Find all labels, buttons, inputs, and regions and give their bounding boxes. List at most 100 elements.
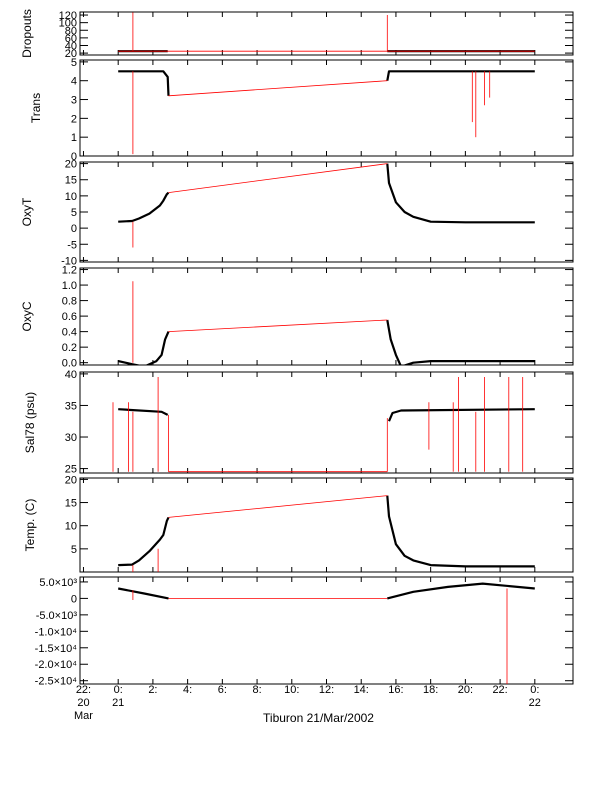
y-tick-label: 30 (65, 432, 77, 444)
x-tick-label: 22: (76, 684, 91, 696)
series-data (386, 495, 535, 568)
y-tick-label: 5 (71, 207, 77, 219)
y-tick-label: -1.0×10⁴ (35, 626, 78, 638)
x-tick-label: 2: (148, 684, 157, 696)
y-tick-label: 3 (71, 95, 77, 107)
panel-frame (79, 371, 574, 474)
series-data (387, 582, 535, 600)
x-tick-label: 10: (284, 684, 299, 696)
y-tick-label: 4 (71, 76, 77, 88)
series-group (118, 12, 535, 53)
x-tick-label: 21 (112, 697, 124, 709)
y-axis-title: Sal78 (psu) (23, 392, 37, 453)
y-tick-label: -10 (61, 255, 77, 267)
y-axis-title: Dropouts (20, 9, 34, 58)
panel-4: 25 30 35 40 Sal78 (psu) (23, 369, 574, 476)
panel-frame (79, 59, 574, 157)
panel-5: 5 10 15 20 Temp. (C) (23, 474, 574, 573)
series-data (118, 516, 170, 567)
panel-6: -2.5×10⁴ -2.0×10⁴ -1.5×10⁴ -1.0×10⁴ -5.0×10³… (35, 576, 574, 688)
panel-frame (79, 161, 574, 263)
y-axis-title: Trans (29, 93, 43, 123)
y-tick-label: 0.8 (62, 296, 77, 308)
y-tick-label: 15 (65, 498, 77, 510)
x-tick-label: 18: (423, 684, 438, 696)
series-data (118, 408, 169, 416)
x-tick-label: 6: (218, 684, 227, 696)
series-data (386, 70, 535, 81)
y-tick-label: 40 (65, 40, 77, 52)
series-interp (168, 495, 388, 518)
y-tick-label: 0 (71, 151, 77, 163)
series-data (118, 191, 170, 223)
y-tick-label: 40 (65, 369, 77, 381)
y-axis-title: OxyT (20, 197, 34, 226)
y-tick-label: 1.0 (62, 280, 77, 292)
y-tick-label: -2.5×10⁴ (35, 676, 78, 688)
x-tick-label: 8: (252, 684, 261, 696)
x-tick-label: 12: (319, 684, 334, 696)
x-tick-label: Mar (74, 710, 93, 722)
series-data (117, 587, 169, 600)
panel-1: 0 1 2 3 4 5 Trans (29, 57, 574, 163)
y-tick-label: 5 (71, 57, 77, 69)
y-tick-label: -2.0×10⁴ (35, 659, 78, 671)
y-tick-label: 2 (71, 113, 77, 125)
series-group (118, 163, 535, 248)
y-tick-label: 35 (65, 400, 77, 412)
x-tick-label: 20: (458, 684, 473, 696)
y-tick-label: 100 (59, 18, 77, 30)
panel-frame (79, 11, 574, 56)
x-tick-label: 22 (529, 697, 541, 709)
y-tick-label: 120 (59, 10, 77, 22)
y-tick-label: 0.2 (62, 342, 77, 354)
x-tick-label: 14: (354, 684, 369, 696)
y-tick-label: 0.0 (62, 358, 77, 370)
series-group (117, 582, 535, 684)
y-tick-label: 0.6 (62, 311, 77, 323)
y-tick-label: 20 (65, 474, 77, 486)
series-group (118, 70, 535, 155)
y-tick-label: 0.4 (62, 327, 77, 339)
y-tick-label: 1.2 (62, 265, 77, 277)
x-tick-label: 0: (530, 684, 539, 696)
series-data (118, 70, 170, 96)
series-interp (168, 80, 388, 97)
series-group (117, 281, 535, 365)
series-data (386, 319, 535, 365)
series-group (112, 377, 535, 473)
x-tick-label: 22: (492, 684, 507, 696)
series-data (387, 408, 535, 422)
series-interp (168, 163, 388, 193)
y-tick-label: 0 (71, 593, 77, 605)
series-data (386, 163, 535, 224)
series-data (117, 331, 170, 365)
panel-frame (79, 267, 574, 366)
x-tick-label: 4: (183, 684, 192, 696)
y-tick-label: 5.0×10³ (39, 577, 77, 589)
panel-frame (79, 576, 574, 685)
y-tick-label: 25 (65, 464, 77, 476)
y-tick-label: -5 (67, 239, 77, 251)
panel-frame (79, 477, 574, 573)
x-tick-label: 20 (77, 697, 89, 709)
y-tick-label: 15 (65, 175, 77, 187)
y-tick-label: 10 (65, 521, 77, 533)
y-tick-label: -1.5×10⁴ (35, 643, 78, 655)
y-axis-title: OxyC (20, 301, 34, 331)
x-tick-label: 0: (114, 684, 123, 696)
y-tick-label: -5.0×10³ (36, 610, 78, 622)
y-tick-label: 60 (65, 33, 77, 45)
y-tick-label: 20 (65, 159, 77, 171)
y-tick-label: 0 (71, 223, 77, 235)
series-group (118, 495, 535, 572)
y-tick-label: 5 (71, 544, 77, 556)
x-tick-label: 16: (388, 684, 403, 696)
y-tick-label: 10 (65, 191, 77, 203)
panel-3: 0.0 0.2 0.4 0.6 0.8 1.0 1.2 OxyC (20, 265, 574, 370)
y-axis-title: Temp. (C) (23, 499, 37, 552)
y-tick-label: 80 (65, 25, 77, 37)
